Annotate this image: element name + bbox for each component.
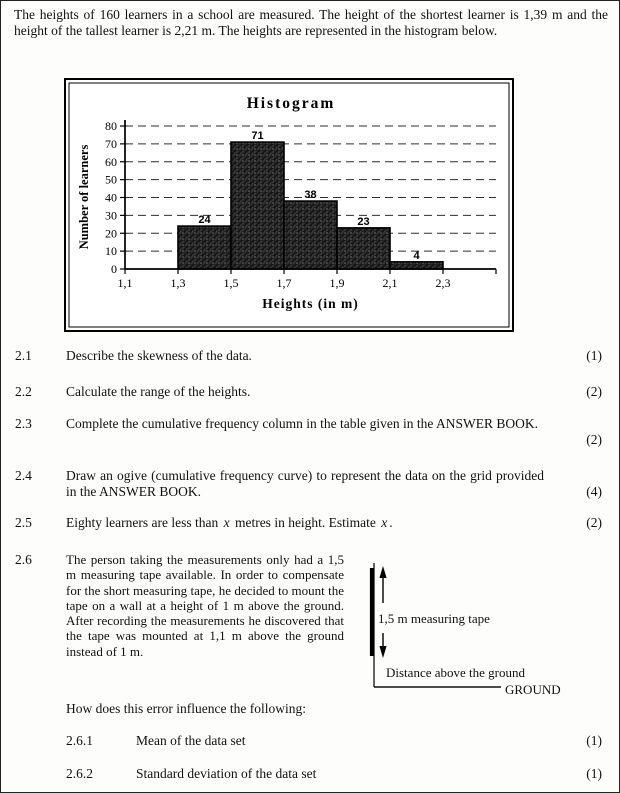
question-number-2.1: 2.1 [15, 348, 32, 363]
svg-text:2,1: 2,1 [383, 276, 398, 290]
marks-2.5: (2) [586, 515, 602, 530]
svg-text:1,9: 1,9 [330, 276, 345, 290]
histogram-chart: Histogram 0 10 20 30 40 50 60 70 80 1,1 1,3 1,5 1,7 1,… [68, 82, 510, 328]
q25-text-end: . [389, 515, 393, 530]
svg-text:4: 4 [413, 250, 420, 262]
question-text-2.2: Calculate the range of the heights. [66, 384, 251, 399]
marks-2.3: (2) [586, 432, 602, 447]
svg-text:20: 20 [105, 226, 117, 240]
marks-2.4: (4) [586, 484, 602, 499]
measuring-tape-diagram: 1,5 m measuring tape Distance above the … [369, 563, 561, 697]
svg-text:38: 38 [304, 189, 316, 201]
svg-text:24: 24 [198, 214, 211, 226]
question-number-2.6.2: 2.6.2 [66, 766, 93, 781]
svg-text:70: 70 [105, 137, 117, 151]
q25-text-pre: Eighty learners are less than [66, 515, 222, 530]
question-text-2.1: Describe the skewness of the data. [66, 348, 252, 363]
svg-text:30: 30 [105, 208, 117, 222]
svg-text:40: 40 [105, 191, 117, 205]
q25-variable-x: x [223, 515, 230, 530]
svg-text:0: 0 [111, 262, 117, 276]
intro-paragraph: The heights of 160 learners in a school … [14, 7, 608, 39]
q25-variable-x2: x [381, 515, 388, 530]
marks-2.6.1: (1) [586, 733, 602, 748]
histogram-frame: Histogram 0 10 20 30 40 50 60 70 80 1,1 1,3 1,5 1,7 1,… [64, 78, 514, 332]
arrow-down-icon [379, 646, 387, 658]
question-number-2.6.1: 2.6.1 [66, 733, 93, 748]
marks-2.1: (1) [586, 348, 602, 363]
question-text-2.3: Complete the cumulative frequency column… [66, 416, 539, 431]
question-2.6-followup: How does this error influence the follow… [66, 701, 306, 716]
svg-text:2,3: 2,3 [436, 276, 451, 290]
svg-text:50: 50 [105, 173, 117, 187]
question-text-2.6: The person taking the measurements only … [66, 552, 344, 659]
ground-label: GROUND [505, 682, 561, 697]
svg-text:60: 60 [105, 155, 117, 169]
question-number-2.3: 2.3 [15, 416, 32, 431]
svg-text:1,7: 1,7 [277, 276, 292, 290]
question-text-2.6.1: Mean of the data set [136, 733, 246, 748]
question-number-2.6: 2.6 [15, 552, 32, 567]
svg-text:1,3: 1,3 [171, 276, 186, 290]
question-number-2.2: 2.2 [15, 384, 32, 399]
question-text-2.5: Eighty learners are less than x metres i… [66, 515, 393, 531]
question-number-2.5: 2.5 [15, 515, 32, 530]
svg-text:80: 80 [105, 119, 117, 133]
svg-text:71: 71 [251, 130, 263, 142]
tape-label: 1,5 m measuring tape [378, 611, 490, 626]
question-number-2.4: 2.4 [15, 468, 32, 483]
distance-label: Distance above the ground [386, 665, 525, 680]
q25-text-mid: metres in height. Estimate [231, 515, 380, 530]
arrow-up-icon [379, 566, 387, 578]
svg-text:Heights (in m): Heights (in m) [262, 296, 359, 311]
question-text-2.4: Draw an ogive (cumulative frequency curv… [66, 468, 544, 499]
svg-text:10: 10 [105, 244, 117, 258]
svg-text:23: 23 [357, 216, 369, 228]
marks-2.6.2: (1) [586, 766, 602, 781]
marks-2.2: (2) [586, 384, 602, 399]
svg-text:Histogram: Histogram [247, 95, 336, 112]
question-text-2.6.2: Standard deviation of the data set [136, 766, 317, 781]
svg-text:1,1: 1,1 [118, 276, 133, 290]
svg-text:1,5: 1,5 [224, 276, 239, 290]
svg-text:Number of learners: Number of learners [77, 145, 91, 250]
